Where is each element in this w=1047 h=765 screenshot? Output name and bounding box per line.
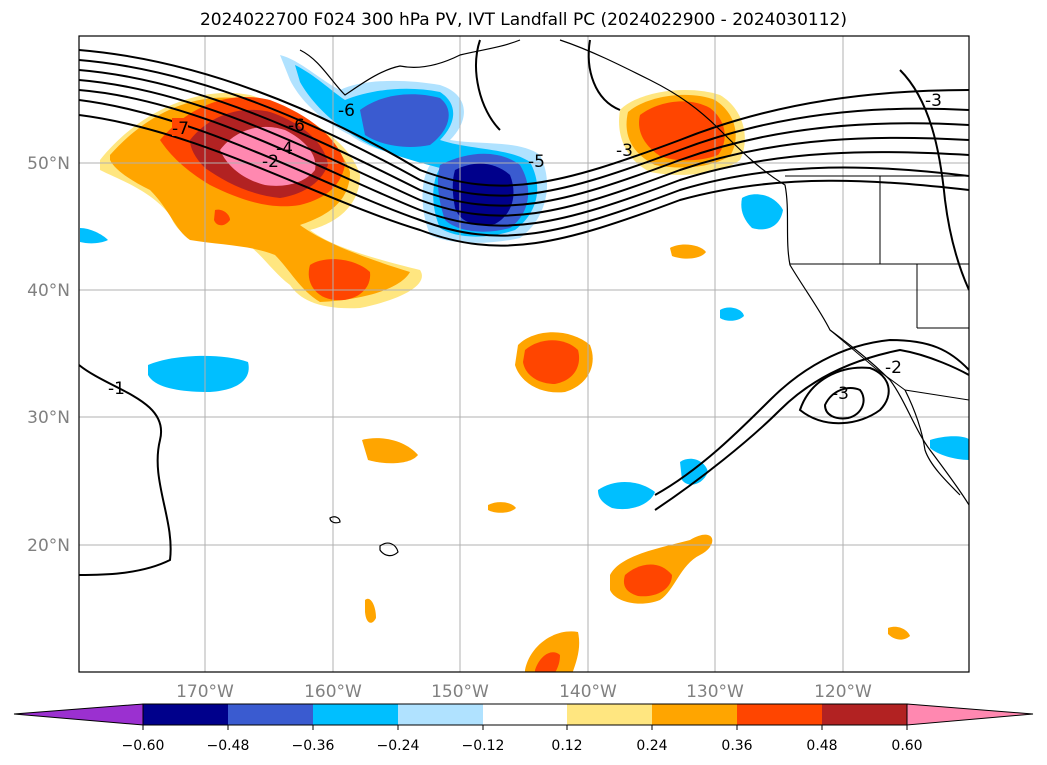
pv-fill-negative-12 (80, 228, 108, 244)
colorbar-tick-6: 0.12 (551, 738, 582, 754)
gridlines (79, 36, 969, 672)
lon-tick-150w: 150°W (431, 682, 489, 702)
pv-fill-positive-9 (639, 101, 725, 161)
colorbar-bin-2 (228, 704, 313, 725)
lat-tick-labels: 50°N 40°N 30°N 20°N (27, 154, 70, 556)
lon-tick-170w: 170°W (176, 682, 234, 702)
colorbar-tick-9: 0.48 (806, 738, 837, 754)
colorbar-bin-6 (567, 704, 652, 725)
contour-label-5: -6 (338, 101, 355, 121)
colorbar-tick-8: 0.36 (721, 738, 752, 754)
colorbar-tick-5: −0.12 (462, 738, 505, 754)
colorbar-frame (142, 703, 908, 726)
colorbar-bin-5 (483, 704, 567, 725)
colorbar-tick-7: 0.24 (636, 738, 667, 754)
pv-fill-positive-21 (365, 598, 376, 623)
contour-label-7: -3 (616, 141, 633, 161)
pv-fill-negative-11 (720, 307, 744, 321)
contour-label-9: -2 (885, 358, 902, 378)
colorbar-tick-2: −0.48 (207, 738, 250, 754)
pv-fill-positive-12 (362, 438, 418, 464)
ivt-contours (79, 39, 969, 576)
lon-tick-labels: 170°W 160°W 150°W 140°W 130°W 120°W (176, 682, 872, 702)
colorbar-extend-low (13, 703, 144, 726)
colorbar-tick-4: −0.24 (377, 738, 420, 754)
contour-label-3: -4 (276, 139, 293, 159)
contour-label-2: -6 (288, 116, 305, 136)
lat-tick-30: 30°N (27, 408, 70, 428)
pv-fill-negative-7 (598, 481, 655, 510)
lat-tick-20: 20°N (27, 536, 70, 556)
lat-tick-40: 40°N (27, 281, 70, 301)
contour-label-4: -2 (262, 152, 279, 172)
pv-fill-positive-16 (535, 652, 560, 672)
colorbar-bin-4 (398, 704, 483, 725)
borders (785, 175, 969, 401)
contour-label-10: -3 (832, 384, 849, 404)
pv-fill-positive-20 (214, 209, 230, 226)
pv-shading (80, 55, 969, 672)
contour-label-11: -1 (108, 379, 125, 399)
pv-fill-positive-19 (888, 626, 910, 640)
pv-fill-positive-17 (670, 244, 706, 259)
pv-fill-positive-14 (623, 564, 672, 597)
pv-fill-negative-9 (930, 436, 969, 460)
contour-labels: -7 -6 -4 -2 -6 -5 -3 -3 -2 -3 -1 (108, 91, 942, 404)
colorbar-bin-3 (313, 704, 398, 725)
lon-tick-160w: 160°W (304, 682, 362, 702)
colorbar-bin-7 (652, 704, 737, 725)
colorbar-tick-1: −0.60 (122, 738, 165, 754)
colorbar-tick-10: 0.60 (891, 738, 922, 754)
pv-fill-negative-3 (360, 94, 449, 147)
pv-fill-positive-15 (525, 631, 580, 672)
contour-label-8: -3 (925, 91, 942, 111)
colorbar-bin-9 (822, 704, 907, 725)
map-frame (78, 35, 970, 673)
colorbar-extend-high (906, 703, 1034, 726)
chart-title: 2024022700 F024 300 hPa PV, IVT Landfall… (199, 10, 847, 30)
contour-label-1: -7 (172, 119, 189, 139)
lon-tick-130w: 130°W (686, 682, 744, 702)
pv-fill-positive-11 (523, 340, 580, 384)
colorbar-tick-3: −0.36 (292, 738, 335, 754)
colorbar: −0.60 −0.48 −0.36 −0.24 −0.12 0.12 0.24 … (13, 703, 1034, 754)
pv-fill-negative-6 (148, 355, 249, 392)
pv-fill-positive-18 (488, 502, 516, 513)
pv-fill-negative-8 (741, 194, 783, 230)
lat-tick-50: 50°N (27, 154, 70, 174)
colorbar-bin-8 (737, 704, 822, 725)
colorbar-bin-1 (143, 704, 228, 725)
contour-label-6: -5 (528, 152, 545, 172)
lon-tick-120w: 120°W (814, 682, 872, 702)
lon-tick-140w: 140°W (559, 682, 617, 702)
